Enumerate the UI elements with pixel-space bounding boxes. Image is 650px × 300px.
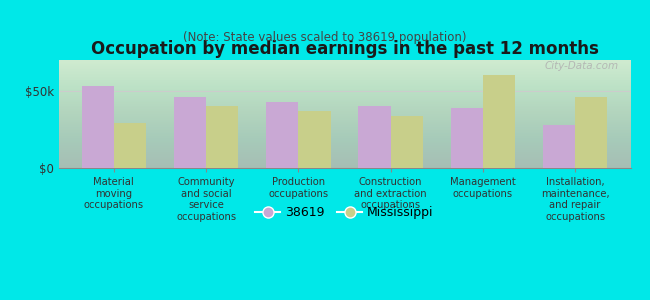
Bar [483,75,515,168]
Text: (Note: State values scaled to 38619 population): (Note: State values scaled to 38619 popu… [183,32,467,44]
Bar [543,125,575,168]
Bar [114,123,146,168]
Bar [450,108,483,168]
Title: Occupation by median earnings in the past 12 months: Occupation by median earnings in the pas… [90,40,599,58]
Bar [174,97,206,168]
Bar [358,106,391,168]
Text: City-Data.com: City-Data.com [545,61,619,71]
Legend: 38619, Mississippi: 38619, Mississippi [250,201,439,224]
Bar [81,86,114,168]
Bar [575,97,608,168]
Bar [266,102,298,168]
Bar [298,111,331,168]
Bar [206,106,239,168]
Bar [391,116,423,168]
